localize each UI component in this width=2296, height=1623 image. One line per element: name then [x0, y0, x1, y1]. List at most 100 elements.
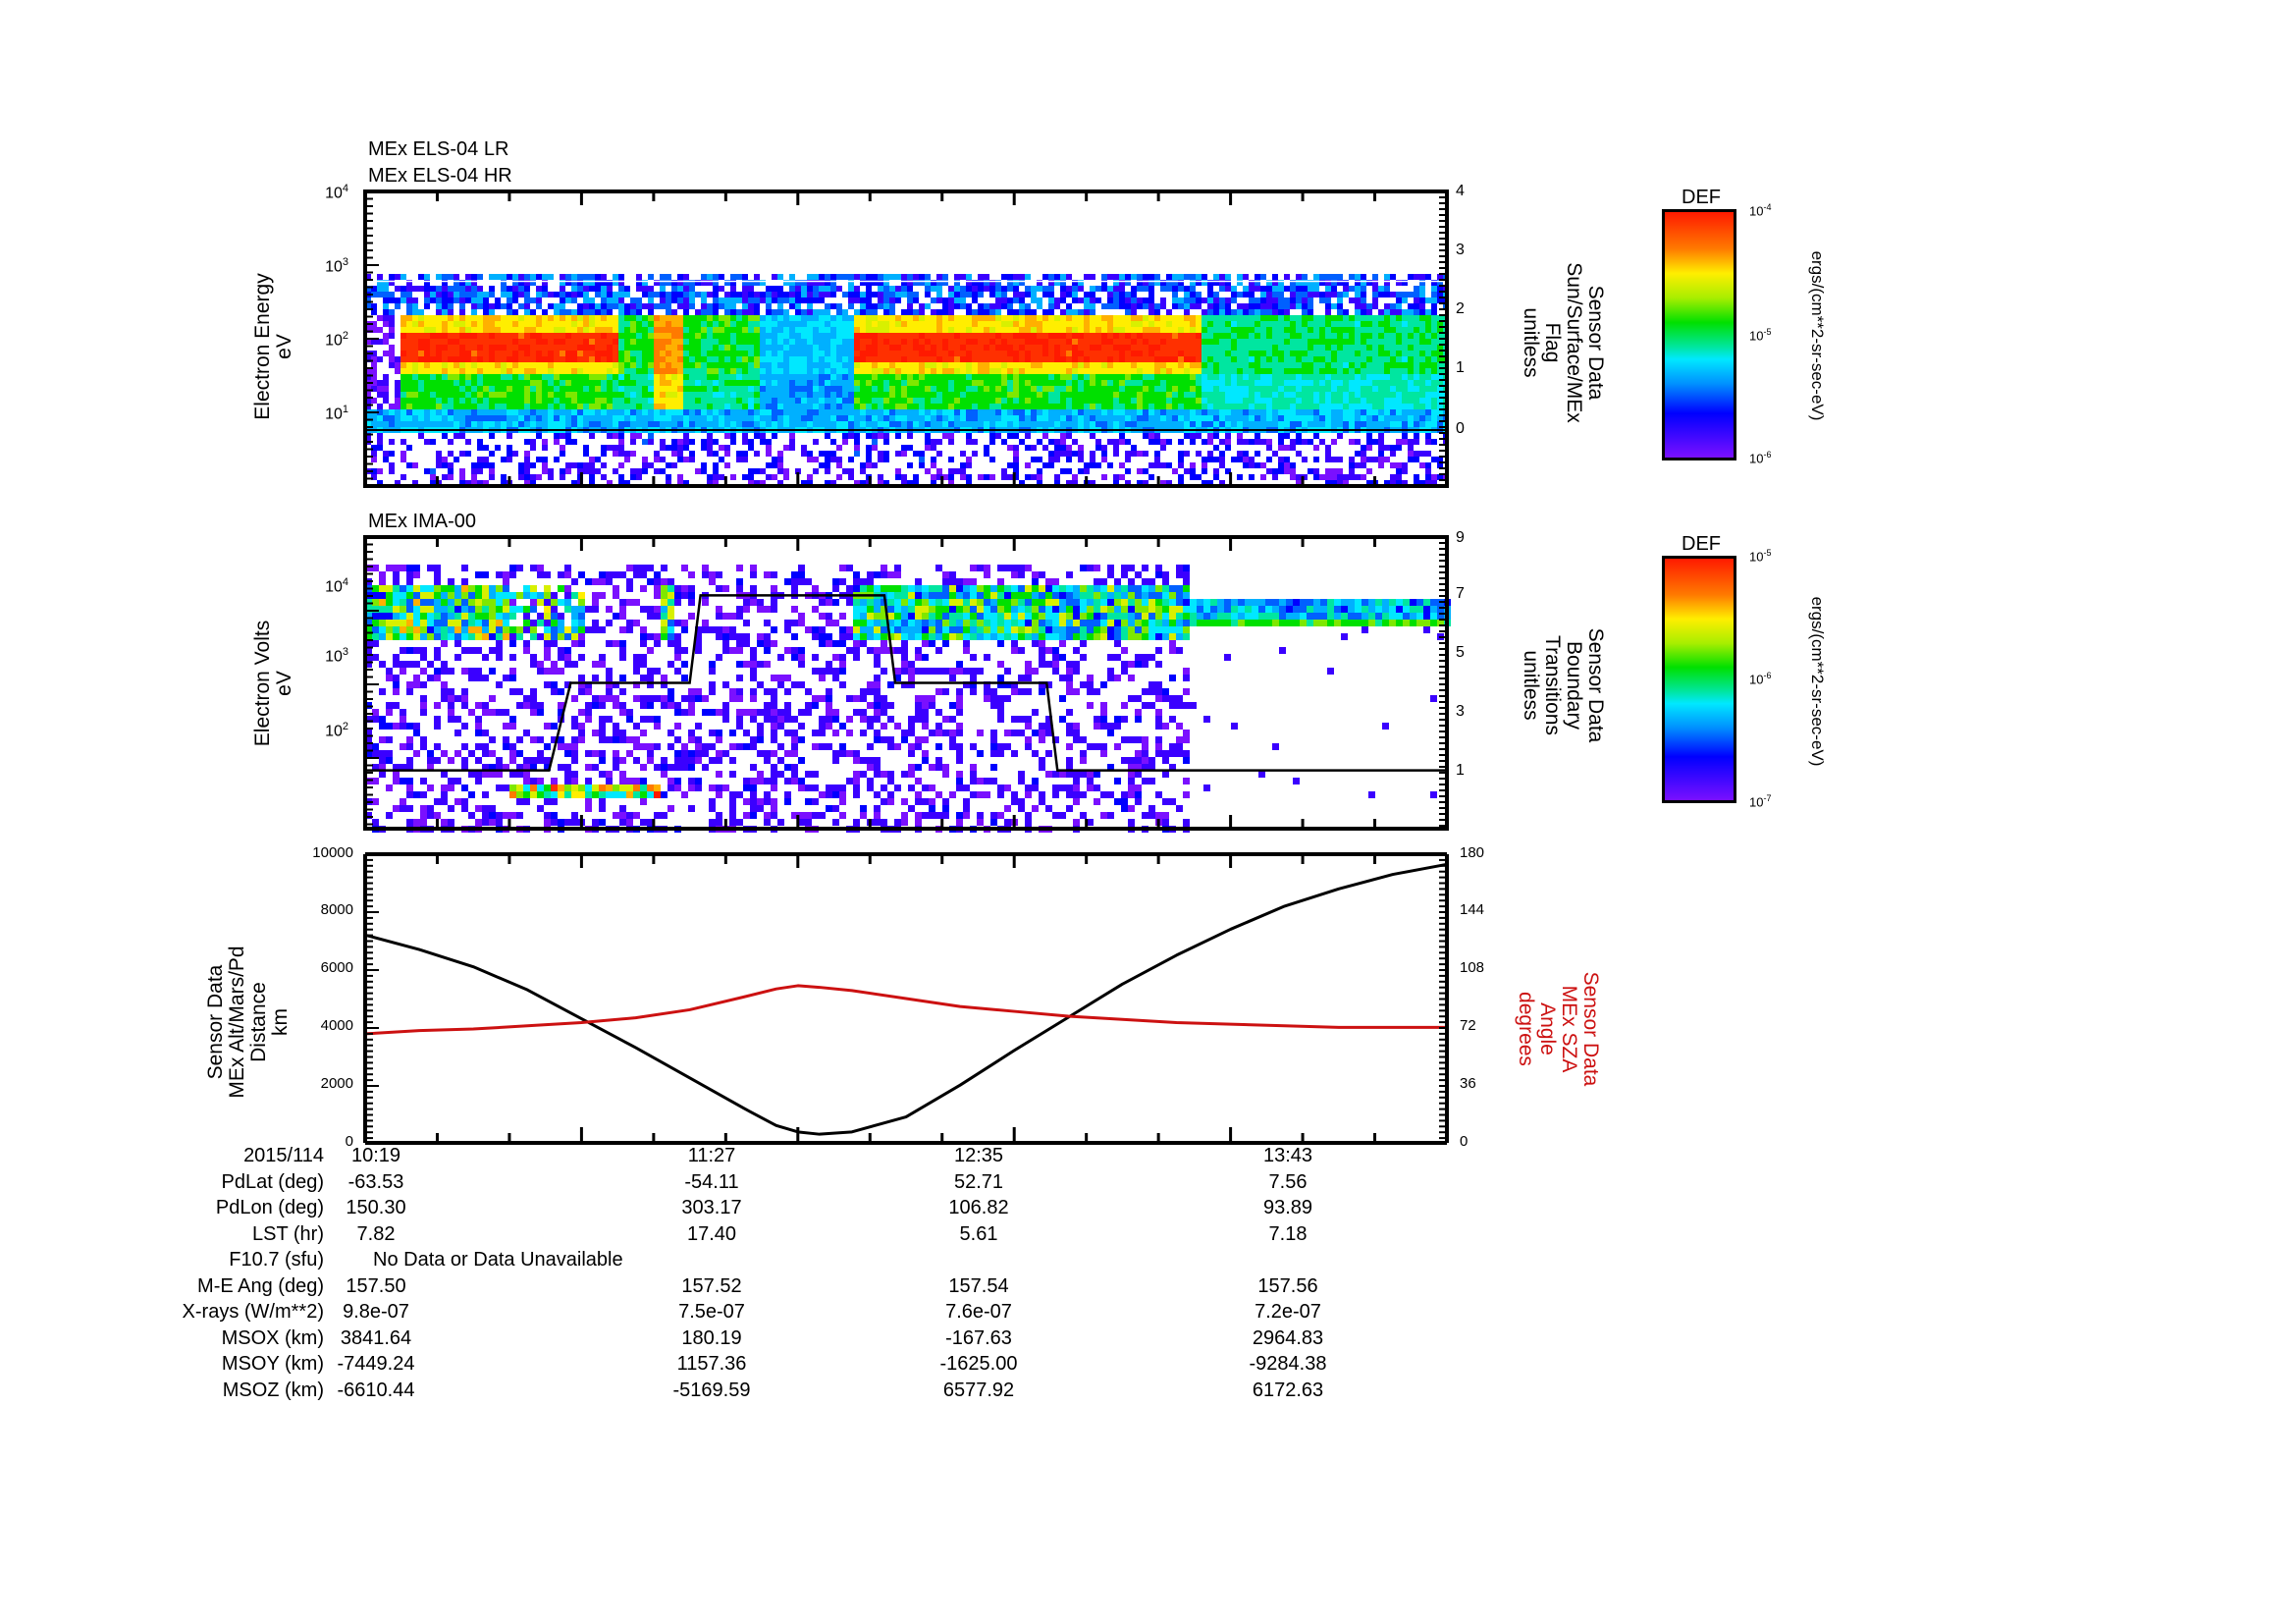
- table-time: 11:27: [687, 1145, 736, 1166]
- table-row-label: PdLon (deg): [215, 1197, 324, 1218]
- table-row-label: MSOY (km): [221, 1353, 324, 1375]
- table-cell-value: 7.56: [1268, 1170, 1308, 1193]
- panel1-y2tick: 3: [1456, 242, 1465, 258]
- panel1-ytick-1e3: 103: [325, 256, 348, 276]
- table-cell-value: 9.8e-07: [343, 1301, 409, 1323]
- panel2-y2tick: 5: [1456, 644, 1465, 661]
- panel3-ylabel: Sensor Data MEx Alt/Mars/Pd Distance km: [204, 946, 292, 1099]
- table-cell-value: 180.19: [681, 1326, 742, 1349]
- panel3-ytick: 0: [345, 1133, 353, 1150]
- panel1-y2tick: 1: [1456, 359, 1465, 376]
- panel3-y2tick: 36: [1460, 1075, 1476, 1092]
- table-cell-value: 5.61: [959, 1222, 998, 1245]
- colorbar1-units: ergs/(cm**2-sr-sec-eV): [1808, 250, 1827, 421]
- table-cell-value: -9284.38: [1249, 1353, 1327, 1375]
- table-row-label: X-rays (W/m**2): [182, 1301, 324, 1323]
- colorbar1-mid: 10-5: [1749, 327, 1772, 344]
- panel3-y2tick: 144: [1460, 901, 1485, 918]
- table-cell-value: -5169.59: [672, 1379, 751, 1401]
- panel3-y2tick: 0: [1460, 1133, 1468, 1150]
- table-row-label: MSOX (km): [221, 1326, 324, 1349]
- panel1-title-hr: MEx ELS-04 HR: [368, 165, 512, 187]
- table-cell-value: 3841.64: [340, 1326, 412, 1349]
- table-cell-value: 303.17: [681, 1197, 742, 1218]
- panel1-ylabel: Electron Energy eV: [251, 273, 295, 420]
- panel2-ylabel: Electron Volts eV: [251, 620, 295, 747]
- table-cell-value: 157.50: [346, 1274, 406, 1297]
- table-cell-value: 6172.63: [1252, 1379, 1324, 1401]
- panel2-ytick-1e4: 104: [325, 576, 348, 596]
- panel2-title: MEx IMA-00: [368, 511, 477, 532]
- table-cell-value: 7.18: [1268, 1222, 1308, 1245]
- colorbar1-min: 10-6: [1749, 450, 1772, 466]
- table-cell-value: 106.82: [948, 1197, 1009, 1218]
- panel3-ytick: 10000: [312, 844, 353, 861]
- panel3-y2tick: 72: [1460, 1017, 1476, 1034]
- table-cell-value: -167.63: [945, 1326, 1012, 1349]
- panel2-y2tick: 3: [1456, 703, 1465, 720]
- panel3-y2tick: 180: [1460, 844, 1485, 861]
- table-cell-value: 7.5e-07: [678, 1301, 745, 1323]
- table-cell-value: 157.54: [948, 1274, 1009, 1297]
- table-row-label: M-E Ang (deg): [197, 1274, 324, 1297]
- table-time: 13:43: [1262, 1145, 1313, 1166]
- panel1-y2tick: 0: [1456, 420, 1465, 437]
- panel1-ytick-1e4: 104: [325, 183, 348, 202]
- table-row-label: LST (hr): [252, 1222, 324, 1245]
- table-date: 2015/114: [243, 1145, 324, 1166]
- table-cell-value: -7449.24: [337, 1353, 415, 1375]
- panel3-ytick: 8000: [320, 901, 353, 918]
- colorbar2-units: ergs/(cm**2-sr-sec-eV): [1808, 596, 1827, 767]
- table-cell-value: 157.52: [681, 1274, 742, 1297]
- panel2-ytick-1e2: 102: [325, 721, 348, 740]
- table-cell-value: 7.82: [356, 1222, 396, 1245]
- table-row-label: MSOZ (km): [222, 1379, 324, 1401]
- panel1-y2label: Sensor Data Sun/Surface/MEx Flag unitles…: [1520, 262, 1607, 423]
- panel1-ytick-1e1: 101: [325, 404, 348, 423]
- els-spectrogram: [363, 189, 1449, 488]
- colorbar2-max: 10-5: [1749, 548, 1772, 565]
- colorbar2-min: 10-7: [1749, 793, 1772, 810]
- table-cell-value: -54.11: [684, 1170, 739, 1193]
- panel2-y2tick: 7: [1456, 585, 1465, 602]
- table-row-note: No Data or Data Unavailable: [373, 1249, 623, 1271]
- colorbar1-title: DEF: [1682, 187, 1721, 208]
- table-cell-value: 150.30: [346, 1197, 406, 1218]
- panel2-y2label: Sensor Data Boundary Transitions unitles…: [1520, 627, 1607, 743]
- panel2-y2tick: 1: [1456, 762, 1465, 779]
- orbit-line-chart: [363, 852, 1449, 1145]
- table-cell-value: -63.53: [347, 1170, 404, 1193]
- table-cell-value: 1157.36: [676, 1353, 747, 1375]
- table-cell-value: 17.40: [686, 1222, 737, 1245]
- table-cell-value: 2964.83: [1252, 1326, 1324, 1349]
- colorbar1-max: 10-4: [1749, 202, 1772, 219]
- table-cell-value: 93.89: [1262, 1197, 1313, 1218]
- ima-spectrogram: [363, 535, 1451, 833]
- table-time: 10:19: [350, 1145, 401, 1166]
- colorbar2: [1662, 556, 1736, 803]
- table-cell-value: 7.2e-07: [1255, 1301, 1321, 1323]
- table-cell-value: 157.56: [1257, 1274, 1318, 1297]
- table-cell-value: -6610.44: [337, 1379, 415, 1401]
- panel1-y2tick: 2: [1456, 300, 1465, 317]
- table-row-label: F10.7 (sfu): [229, 1249, 324, 1271]
- table-cell-value: 6577.92: [942, 1379, 1015, 1401]
- panel3-y2label: Sensor Data MEx SZA Angle degrees: [1515, 971, 1602, 1087]
- panel3-ytick: 4000: [320, 1017, 353, 1034]
- panel2-y2tick: 9: [1456, 529, 1465, 546]
- table-cell-value: -1625.00: [939, 1353, 1018, 1375]
- panel3-ytick: 6000: [320, 959, 353, 976]
- colorbar1: [1662, 209, 1736, 460]
- table-cell-value: 52.71: [953, 1170, 1004, 1193]
- panel2-ytick-1e3: 103: [325, 646, 348, 666]
- colorbar2-mid: 10-6: [1749, 671, 1772, 687]
- table-row-label: PdLat (deg): [221, 1170, 324, 1193]
- colorbar2-title: DEF: [1682, 533, 1721, 555]
- panel3-y2tick: 108: [1460, 959, 1485, 976]
- table-time: 12:35: [953, 1145, 1004, 1166]
- panel1-title-lr: MEx ELS-04 LR: [368, 138, 509, 160]
- panel1-ytick-1e2: 102: [325, 330, 348, 350]
- panel1-y2tick: 4: [1456, 183, 1465, 199]
- table-cell-value: 7.6e-07: [945, 1301, 1012, 1323]
- panel3-ytick: 2000: [320, 1075, 353, 1092]
